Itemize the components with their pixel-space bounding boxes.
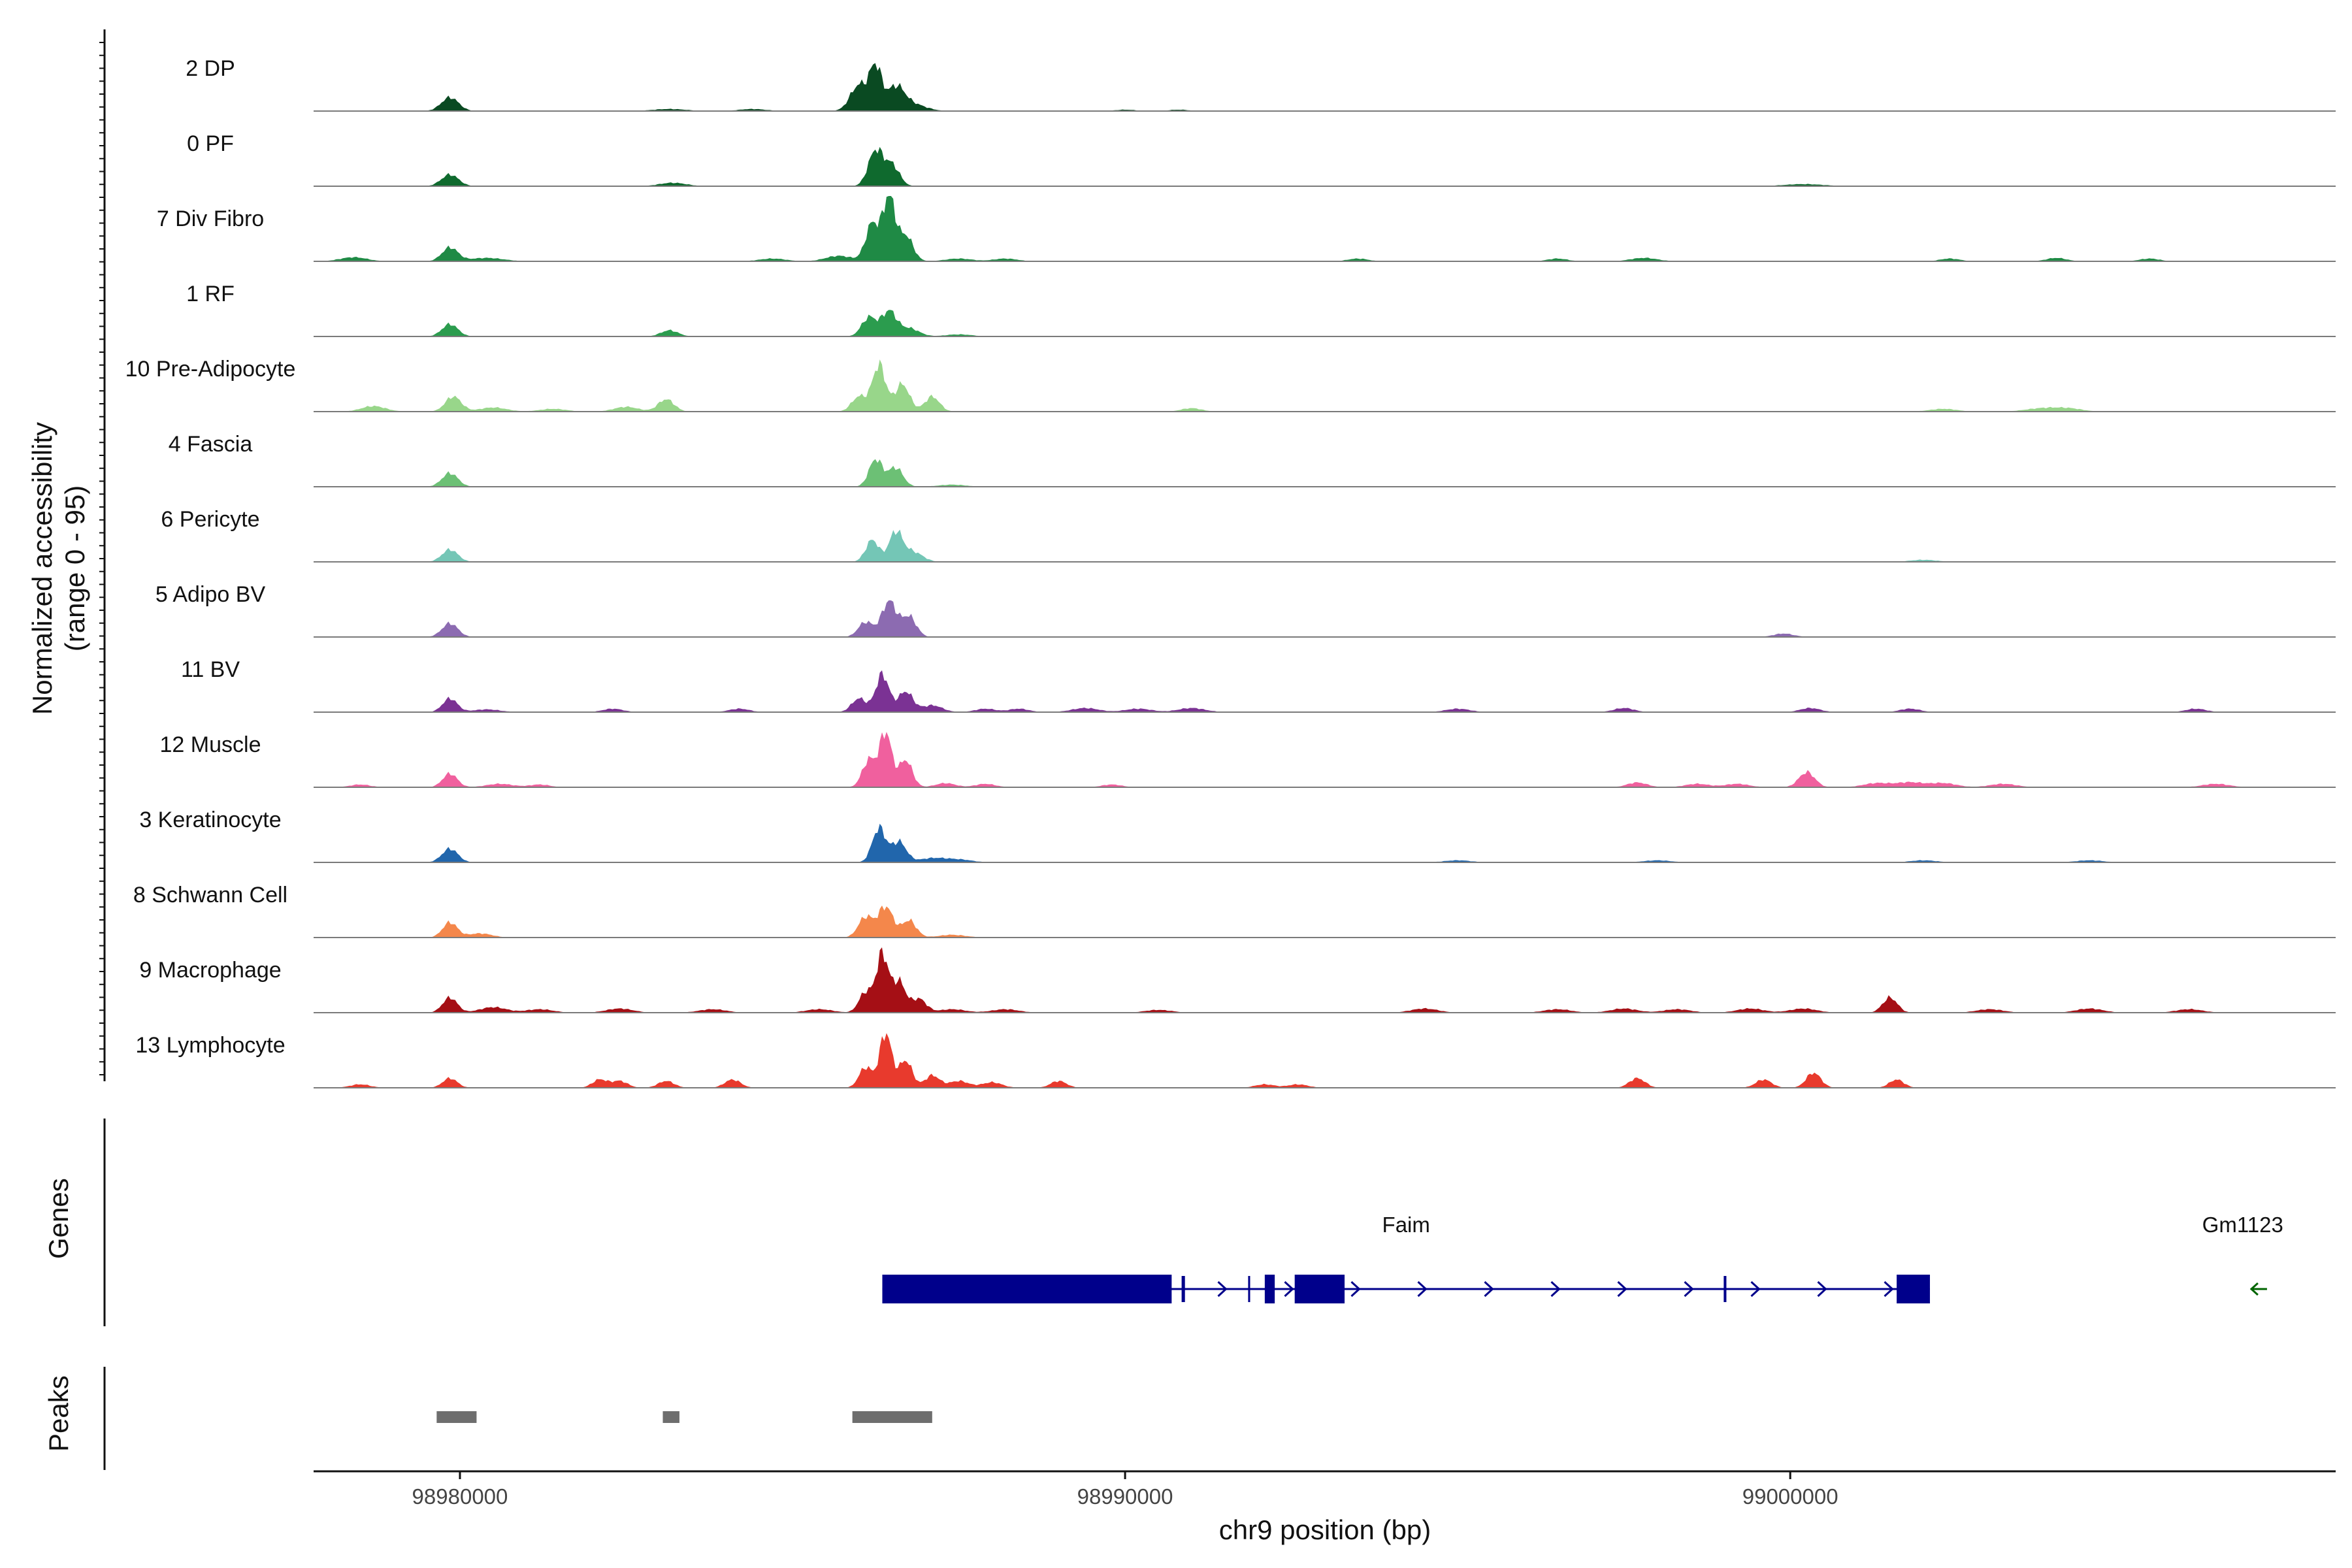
track-label: 0 PF [187, 131, 234, 156]
strand-arrow [1417, 1281, 1428, 1298]
exon [1181, 1276, 1185, 1302]
gene-name-label: Gm1123 [2202, 1213, 2283, 1237]
coverage-area [314, 529, 2336, 562]
coverage-area [314, 600, 2336, 637]
track-8 [314, 600, 2336, 638]
exon [1897, 1275, 1930, 1303]
x-tick-label: 98980000 [412, 1484, 508, 1509]
peak-region [852, 1411, 932, 1423]
x-axis-title: chr9 position (bp) [1218, 1514, 1431, 1545]
coverage-area [314, 947, 2336, 1013]
exon [1294, 1275, 1345, 1303]
track-label: 5 Adipo BV [155, 582, 266, 607]
x-tick-label: 99000000 [1742, 1484, 1838, 1509]
track-10 [314, 732, 2336, 788]
coverage-area [314, 359, 2336, 412]
genes-track-title: Genes [43, 1178, 74, 1259]
track-5 [314, 359, 2336, 412]
track-label: 4 Fascia [168, 432, 253, 457]
track-label: 8 Schwann Cell [133, 883, 288, 907]
exon [1248, 1276, 1250, 1302]
track-2 [314, 146, 2336, 187]
coverage-area [314, 823, 2336, 862]
coverage-tracks [314, 63, 2336, 1088]
track-label: 9 Macrophage [139, 958, 282, 983]
coverage-area [314, 670, 2336, 712]
exon [1264, 1275, 1275, 1303]
track-label: 12 Muscle [159, 732, 261, 757]
track-label: 3 Keratinocyte [139, 808, 282, 832]
coverage-area [314, 732, 2336, 787]
y-axis-title: Normalized accessibility (range 0 - 95) [26, 340, 105, 797]
track-3 [314, 196, 2336, 262]
track-label: 10 Pre-Adipocyte [125, 357, 296, 382]
strand-arrow [1684, 1281, 1694, 1298]
strand-arrow [1350, 1281, 1361, 1298]
coverage-area [314, 1033, 2336, 1088]
coverage-area [314, 146, 2336, 186]
coverage-area [314, 459, 2336, 487]
strand-arrow [1550, 1281, 1561, 1298]
y-axis-title-main: Normalized accessibility [27, 421, 57, 715]
track-label: 6 Pericyte [161, 507, 260, 532]
track-6 [314, 459, 2336, 487]
track-7 [314, 529, 2336, 563]
strand-arrow [1484, 1281, 1494, 1298]
strand-arrow [1284, 1281, 1294, 1298]
exon [882, 1275, 1172, 1303]
strand-arrow [1617, 1281, 1627, 1298]
track-label: 1 RF [186, 282, 235, 306]
gene-name-label: Faim [1382, 1213, 1430, 1237]
coverage-area [314, 310, 2336, 336]
track-14 [314, 1033, 2336, 1088]
axes [99, 29, 2336, 1479]
strand-arrow [1817, 1281, 1827, 1298]
gene-track [882, 1275, 2267, 1303]
coverage-area [314, 63, 2336, 111]
track-4 [314, 310, 2336, 337]
peak-track [436, 1411, 932, 1423]
track-label: 11 BV [180, 657, 240, 682]
x-tick-label: 98990000 [1077, 1484, 1173, 1509]
track-13 [314, 947, 2336, 1013]
strand-arrow [2249, 1282, 2259, 1296]
track-11 [314, 823, 2336, 863]
track-label: 7 Div Fibro [156, 206, 265, 231]
coverage-area [314, 906, 2336, 938]
track-label: 13 Lymphocyte [135, 1033, 286, 1058]
track-12 [314, 906, 2336, 938]
exon [1723, 1276, 1727, 1302]
track-1 [314, 63, 2336, 112]
gene-faim [882, 1275, 1930, 1303]
track-label: 2 DP [186, 56, 235, 81]
strand-arrow [1217, 1281, 1228, 1298]
peaks-track-title: Peaks [43, 1375, 74, 1452]
gene-gm1123 [2249, 1282, 2267, 1296]
peak-region [662, 1411, 679, 1423]
strand-arrow [1884, 1281, 1894, 1298]
strand-arrow [1750, 1281, 1761, 1298]
track-9 [314, 670, 2336, 713]
peak-region [436, 1411, 477, 1423]
y-axis-title-range: (range 0 - 95) [59, 485, 90, 652]
coverage-area [314, 196, 2336, 261]
